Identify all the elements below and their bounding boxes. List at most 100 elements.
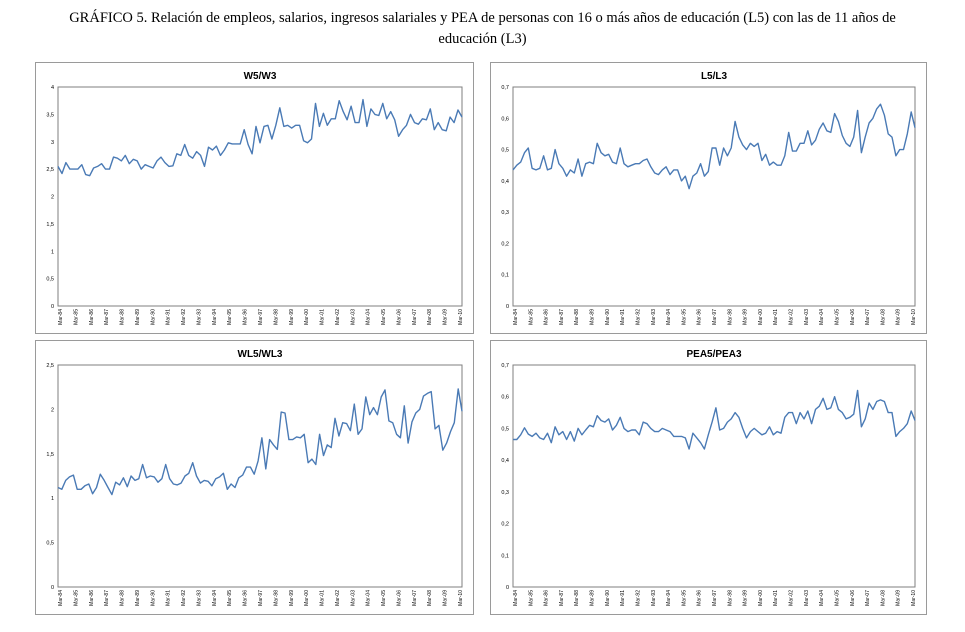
x-tick-label: Mar-96: [697, 590, 703, 606]
y-tick-label: 0,4: [501, 458, 509, 464]
x-tick-label: Mar-92: [635, 309, 641, 325]
x-tick-label: Mar-07: [412, 309, 418, 325]
x-tick-label: Mar-99: [289, 309, 295, 325]
y-tick-label: 2,5: [46, 363, 54, 369]
x-tick-label: Mar-09: [896, 590, 902, 606]
x-tick-label: Mar-86: [89, 309, 95, 325]
y-tick-label: 3: [51, 140, 54, 146]
x-tick-label: Mar-92: [181, 309, 187, 325]
y-tick-label: 1,5: [46, 452, 54, 458]
x-tick-label: Mar-85: [528, 590, 534, 606]
x-tick-label: Mar-93: [196, 309, 202, 325]
x-tick-label: Mar-05: [381, 309, 387, 325]
x-tick-label: Mar-05: [834, 590, 840, 606]
series-line: [57, 98, 463, 177]
y-tick-label: 0,4: [501, 179, 509, 185]
x-tick-label: Mar-03: [804, 590, 810, 606]
x-tick-label: Mar-97: [258, 309, 264, 325]
figure-title: GRÁFICO 5. Relación de empleos, salarios…: [69, 10, 896, 47]
x-tick-label: Mar-10: [911, 590, 917, 606]
x-tick-label: Mar-92: [181, 590, 187, 606]
y-tick-label: 3,5: [46, 112, 54, 118]
y-tick-label: 0,7: [501, 363, 509, 369]
x-tick-label: Mar-02: [335, 590, 341, 606]
x-tick-label: Mar-89: [590, 309, 596, 325]
x-tick-label: Mar-91: [166, 309, 172, 325]
y-tick-label: 1,5: [46, 222, 54, 228]
x-tick-label: Mar-93: [651, 590, 657, 606]
x-tick-label: Mar-08: [427, 590, 433, 606]
x-tick-label: Mar-87: [559, 309, 565, 325]
x-tick-label: Mar-00: [304, 590, 310, 606]
x-tick-label: Mar-01: [320, 590, 326, 606]
x-tick-label: Mar-84: [513, 590, 519, 606]
x-tick-label: Mar-04: [366, 590, 372, 606]
x-tick-label: Mar-08: [880, 309, 886, 325]
x-tick-label: Mar-04: [819, 590, 825, 606]
x-tick-label: Mar-94: [666, 590, 672, 606]
x-tick-label: Mar-99: [743, 590, 749, 606]
x-tick-label: Mar-10: [458, 309, 464, 325]
y-tick-label: 0,2: [501, 241, 509, 247]
x-tick-label: Mar-89: [135, 309, 141, 325]
y-tick-label: 0,6: [501, 395, 509, 401]
x-tick-label: Mar-90: [150, 309, 156, 325]
x-tick-label: Mar-04: [819, 309, 825, 325]
x-tick-label: Mar-08: [427, 309, 433, 325]
x-tick-label: Mar-86: [544, 590, 550, 606]
chart-title: WL5/WL3: [238, 349, 283, 360]
chart-svg: WL5/WL3 0 0,5 1 1,5 2 2,5 Mar-84 Mar-85 Mar-86 Mar…: [46, 349, 464, 606]
x-tick-label: Mar-90: [605, 590, 611, 606]
plot-area: [512, 86, 916, 307]
x-tick-label: Mar-88: [120, 309, 126, 325]
x-tick-label: Mar-93: [196, 590, 202, 606]
x-tick-label: Mar-98: [273, 590, 279, 606]
x-tick-label: Mar-84: [58, 590, 64, 606]
y-tick-label: 0,1: [501, 553, 509, 559]
y-tick-label: 0,2: [501, 522, 509, 528]
x-tick-label: Mar-06: [396, 590, 402, 606]
x-tick-label: Mar-03: [350, 309, 356, 325]
x-tick-label: Mar-09: [443, 309, 449, 325]
y-tick-label: 4: [51, 85, 54, 91]
y-tick-label: 0,5: [46, 541, 54, 547]
chart-svg: PEA5/PEA3 0 0,1 0,2 0,3 0,4 0,5 0,6 0,7 Mar-84 Mar…: [501, 349, 917, 606]
x-tick-label: Mar-96: [243, 590, 249, 606]
x-tick-label: Mar-85: [73, 590, 79, 606]
x-tick-label: Mar-92: [635, 590, 641, 606]
x-tick-label: Mar-90: [150, 590, 156, 606]
x-tick-label: Mar-88: [574, 309, 580, 325]
y-tick-label: 0,7: [501, 85, 509, 91]
x-tick-label: Mar-97: [712, 309, 718, 325]
chart-pea5-pea3: PEA5/PEA3 0 0,1 0,2 0,3 0,4 0,5 0,6 0,7 Mar-84 Mar…: [490, 340, 927, 615]
x-tick-label: Mar-98: [727, 309, 733, 325]
x-tick-label: Mar-07: [865, 590, 871, 606]
x-tick-label: Mar-01: [773, 590, 779, 606]
x-tick-label: Mar-06: [850, 590, 856, 606]
x-tick-label: Mar-96: [243, 309, 249, 325]
x-tick-label: Mar-00: [758, 309, 764, 325]
y-tick-label: 0,5: [501, 148, 509, 154]
x-tick-label: Mar-87: [104, 309, 110, 325]
chart-title: PEA5/PEA3: [686, 349, 741, 360]
x-tick-label: Mar-02: [335, 309, 341, 325]
x-tick-label: Mar-87: [104, 590, 110, 606]
x-tick-label: Mar-01: [320, 309, 326, 325]
x-tick-label: Mar-94: [212, 309, 218, 325]
x-tick-label: Mar-07: [412, 590, 418, 606]
x-tick-label: Mar-96: [697, 309, 703, 325]
y-tick-label: 1: [51, 496, 54, 502]
y-tick-label: 0,5: [501, 426, 509, 432]
y-tick-label: 0: [506, 585, 509, 591]
x-tick-label: Mar-09: [896, 309, 902, 325]
x-tick-label: Mar-95: [227, 590, 233, 606]
x-tick-label: Mar-94: [212, 590, 218, 606]
x-tick-label: Mar-06: [396, 309, 402, 325]
x-tick-label: Mar-85: [73, 309, 79, 325]
x-tick-label: Mar-08: [880, 590, 886, 606]
y-tick-label: 0,5: [46, 277, 54, 283]
x-tick-label: Mar-10: [911, 309, 917, 325]
y-tick-label: 0,3: [501, 210, 509, 216]
y-tick-label: 0: [506, 304, 509, 310]
x-tick-label: Mar-06: [850, 309, 856, 325]
